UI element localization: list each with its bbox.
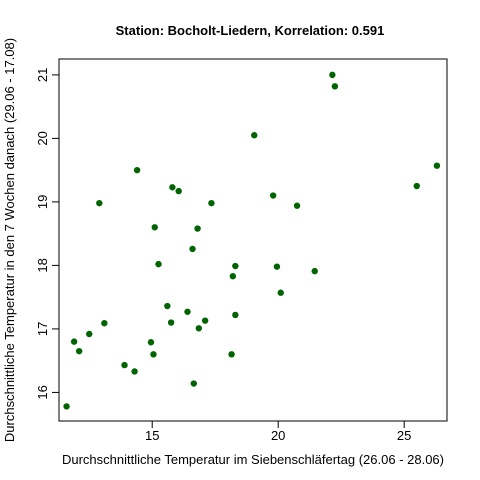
x-tick-label: 15: [145, 428, 159, 443]
x-tick-label: 25: [397, 428, 411, 443]
data-point: [184, 308, 191, 315]
data-point: [311, 267, 318, 275]
data-point: [433, 162, 441, 169]
data-point: [229, 273, 237, 280]
data-point: [75, 347, 83, 355]
data-point: [155, 260, 162, 268]
y-tick-label: 17: [35, 322, 50, 336]
data-point: [175, 187, 182, 195]
data-point: [269, 192, 277, 199]
data-point: [167, 319, 175, 326]
data-point: [96, 199, 103, 207]
data-point: [195, 325, 203, 332]
data-point: [277, 289, 284, 296]
data-point: [101, 319, 108, 327]
data-point: [329, 71, 336, 79]
data-point: [208, 199, 215, 207]
data-point: [131, 368, 138, 375]
y-tick-label: 20: [35, 131, 50, 145]
data-point: [121, 361, 128, 369]
data-point: [70, 338, 78, 345]
plot-area-frame: [58, 58, 448, 422]
data-point: [232, 262, 239, 270]
data-point: [190, 380, 197, 387]
data-point: [194, 225, 201, 232]
data-point: [273, 263, 281, 270]
data-point: [251, 132, 258, 139]
x-axis: 15 20 25: [145, 420, 411, 443]
y-tick-label: 18: [35, 258, 50, 272]
data-point: [228, 351, 235, 358]
y-tick-label: 19: [35, 195, 50, 209]
data-point: [164, 302, 171, 310]
x-tick-label: 20: [271, 428, 285, 443]
data-point: [232, 311, 239, 319]
data-point: [147, 339, 155, 346]
data-point: [293, 202, 301, 209]
data-point: [413, 182, 420, 190]
data-point: [63, 403, 70, 410]
y-tick-label: 16: [35, 385, 50, 399]
y-axis-label: Durchschnittliche Temperatur in den 7 Wo…: [2, 38, 17, 442]
y-axis: 16 17 18 19 20 21: [35, 68, 60, 400]
data-point: [86, 330, 93, 338]
data-point: [189, 245, 196, 253]
data-point: [133, 166, 141, 174]
data-points: [63, 71, 441, 410]
y-tick-label: 21: [35, 68, 50, 82]
data-point: [151, 224, 158, 231]
chart-title: Station: Bocholt-Liedern, Korrelation: 0…: [116, 23, 385, 38]
data-point: [169, 184, 176, 191]
data-point: [331, 83, 339, 90]
data-point: [201, 317, 209, 324]
x-axis-label: Durchschnittliche Temperatur im Siebensc…: [62, 452, 444, 467]
data-point: [150, 351, 157, 358]
